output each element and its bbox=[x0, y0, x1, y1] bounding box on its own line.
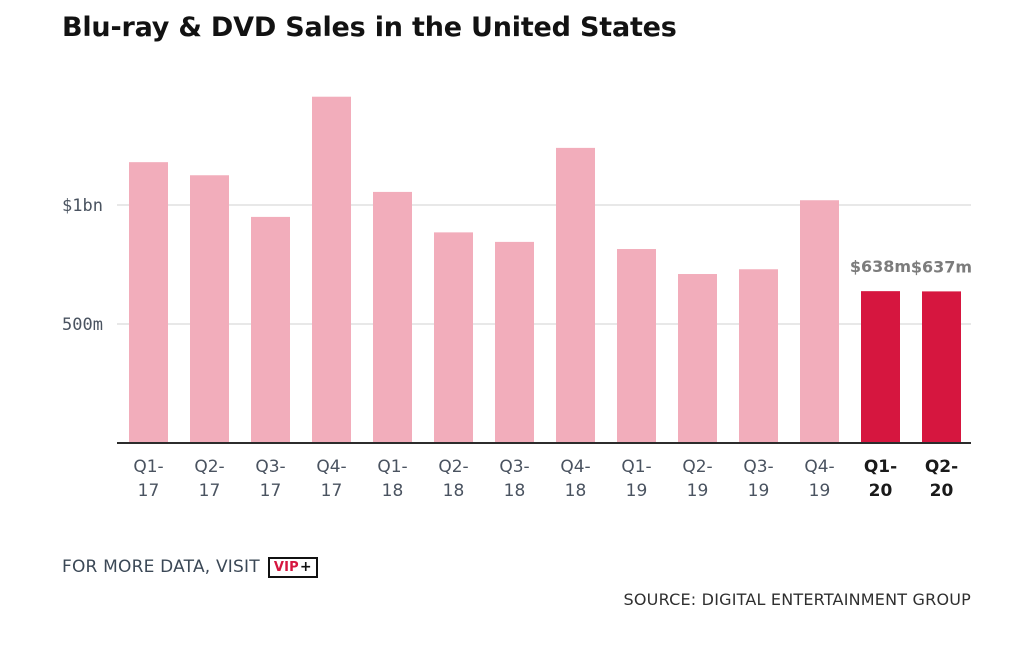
x-tick-label: 19 bbox=[748, 481, 770, 501]
x-tick-label: Q3- bbox=[743, 457, 773, 477]
x-tick-label: 20 bbox=[869, 481, 893, 501]
x-tick-label: Q1- bbox=[377, 457, 407, 477]
x-tick-label: 17 bbox=[138, 481, 160, 501]
bar-q1-20 bbox=[861, 291, 900, 443]
x-tick-label: Q1- bbox=[621, 457, 651, 477]
bar-q4-18 bbox=[556, 148, 595, 443]
x-tick-label: 18 bbox=[504, 481, 526, 501]
bar-q3-18 bbox=[495, 242, 534, 443]
bar-q2-17 bbox=[190, 175, 229, 443]
bar-q2-18 bbox=[434, 232, 473, 443]
bar-q1-18 bbox=[373, 192, 412, 443]
x-tick-label: 17 bbox=[199, 481, 221, 501]
bar-q2-19 bbox=[678, 274, 717, 443]
x-tick-label: 18 bbox=[443, 481, 465, 501]
vip-plus-link[interactable]: VIP+ bbox=[268, 557, 318, 578]
x-tick-label: Q2- bbox=[682, 457, 712, 477]
bar-q2-20 bbox=[922, 291, 961, 443]
x-tick-label: Q4- bbox=[560, 457, 590, 477]
x-tick-label: 19 bbox=[809, 481, 831, 501]
bar-q1-17 bbox=[129, 162, 168, 443]
bar-q4-19 bbox=[800, 200, 839, 443]
x-tick-label: 17 bbox=[321, 481, 343, 501]
bar-q1-19 bbox=[617, 249, 656, 443]
bar-q3-17 bbox=[251, 217, 290, 443]
x-tick-label: 18 bbox=[565, 481, 587, 501]
y-tick-label: 500m bbox=[62, 315, 103, 335]
x-tick-label: Q3- bbox=[499, 457, 529, 477]
x-tick-label: 20 bbox=[930, 481, 954, 501]
x-tick-label: Q1- bbox=[864, 457, 897, 477]
more-data-callout: FOR MORE DATA, VISIT VIP+ bbox=[62, 556, 318, 578]
vip-plus-logo-text: VIP bbox=[274, 560, 299, 575]
y-tick-label: $1bn bbox=[62, 196, 103, 216]
bar-q4-17 bbox=[312, 97, 351, 443]
x-tick-label: Q4- bbox=[804, 457, 834, 477]
more-data-text: FOR MORE DATA, VISIT bbox=[62, 556, 260, 578]
bar-chart: 500m $1bn $638m$637m Q1- 17 Q2- 17 Q3- 17 Q4- 17 Q1… bbox=[0, 0, 1027, 520]
bar-q3-19 bbox=[739, 269, 778, 443]
x-tick-label: Q1- bbox=[133, 457, 163, 477]
x-tick-label: 17 bbox=[260, 481, 282, 501]
x-tick-label: 18 bbox=[382, 481, 404, 501]
x-tick-label: Q2- bbox=[925, 457, 958, 477]
source-note: SOURCE: DIGITAL ENTERTAINMENT GROUP bbox=[624, 590, 971, 610]
x-tick-label: Q2- bbox=[438, 457, 468, 477]
vip-plus-sign: + bbox=[300, 560, 312, 575]
chart-page: Blu-ray & DVD Sales in the United States… bbox=[0, 0, 1027, 651]
x-tick-label: Q2- bbox=[194, 457, 224, 477]
x-tick-label: 19 bbox=[687, 481, 709, 501]
data-label: $637m bbox=[911, 257, 972, 276]
data-label: $638m bbox=[850, 257, 911, 276]
x-tick-label: Q3- bbox=[255, 457, 285, 477]
x-tick-label: Q4- bbox=[316, 457, 346, 477]
x-tick-label: 19 bbox=[626, 481, 648, 501]
